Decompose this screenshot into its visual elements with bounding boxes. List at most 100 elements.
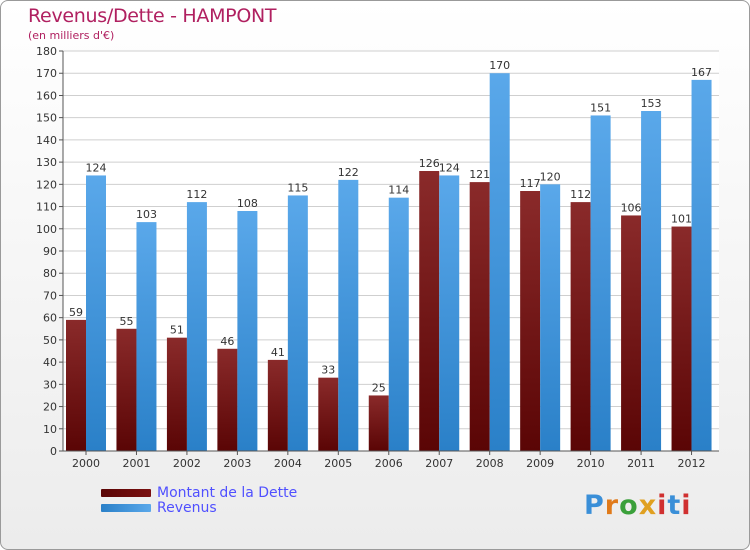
y-tick-label: 120 xyxy=(36,178,57,191)
data-label-revenus: 108 xyxy=(237,197,258,210)
y-tick-label: 30 xyxy=(43,378,57,391)
y-tick-label: 110 xyxy=(36,201,57,214)
data-label-revenus: 124 xyxy=(439,161,460,174)
legend-swatch-revenus xyxy=(101,504,151,512)
y-tick-label: 60 xyxy=(43,312,57,325)
data-label-revenus: 151 xyxy=(590,101,611,114)
x-tick-label: 2002 xyxy=(173,457,201,470)
data-label-dette: 59 xyxy=(69,306,83,319)
bar-dette xyxy=(621,215,642,451)
logo-letter: i xyxy=(681,490,692,521)
bar-revenus xyxy=(439,175,460,451)
data-label-revenus: 103 xyxy=(136,208,157,221)
data-label-dette: 55 xyxy=(119,315,133,328)
y-tick-label: 40 xyxy=(43,356,57,369)
x-tick-label: 2003 xyxy=(223,457,251,470)
y-tick-label: 140 xyxy=(36,134,57,147)
y-tick-label: 100 xyxy=(36,223,57,236)
bar-revenus xyxy=(287,195,308,451)
data-label-dette: 112 xyxy=(570,188,591,201)
data-label-revenus: 120 xyxy=(540,170,561,183)
legend-swatch-dette xyxy=(101,489,151,497)
data-label-dette: 46 xyxy=(220,335,234,348)
x-tick-label: 2009 xyxy=(526,457,554,470)
legend-label-dette: Montant de la Dette xyxy=(157,485,298,501)
bar-dette xyxy=(66,319,86,451)
x-tick-label: 2010 xyxy=(577,457,605,470)
y-tick-label: 130 xyxy=(36,156,57,169)
bar-revenus xyxy=(338,179,359,451)
chart-title: Revenus/Dette - HAMPONT xyxy=(28,5,277,27)
data-label-revenus: 112 xyxy=(186,188,207,201)
bar-revenus xyxy=(590,115,611,451)
bar-revenus xyxy=(489,73,510,451)
data-label-dette: 51 xyxy=(170,324,184,337)
x-tick-label: 2004 xyxy=(274,457,302,470)
proxiti-logo: Proxiti xyxy=(584,490,692,521)
bar-dette xyxy=(671,226,692,451)
logo-letter: i xyxy=(657,490,668,521)
bar-dette xyxy=(419,171,440,451)
bar-revenus xyxy=(691,79,712,451)
logo-letter: t xyxy=(667,490,682,521)
data-label-dette: 33 xyxy=(321,364,335,377)
x-tick-label: 2000 xyxy=(72,457,100,470)
data-label-dette: 106 xyxy=(621,201,642,214)
data-label-revenus: 122 xyxy=(338,166,359,179)
logo-letter: x xyxy=(638,490,658,521)
bar-dette xyxy=(368,395,389,451)
data-label-dette: 41 xyxy=(271,346,285,359)
bar-dette xyxy=(520,191,541,451)
bar-revenus xyxy=(237,211,258,451)
y-tick-label: 70 xyxy=(43,289,57,302)
y-tick-label: 20 xyxy=(43,401,57,414)
bar-dette xyxy=(116,328,137,451)
bar-revenus xyxy=(186,202,207,451)
y-tick-label: 0 xyxy=(50,445,57,458)
logo-letter: o xyxy=(619,490,639,521)
y-tick-label: 50 xyxy=(43,334,57,347)
y-tick-label: 80 xyxy=(43,267,57,280)
x-tick-label: 2005 xyxy=(324,457,352,470)
y-tick-label: 160 xyxy=(36,89,57,102)
data-label-revenus: 170 xyxy=(489,59,510,72)
bar-dette xyxy=(318,377,339,451)
bar-revenus xyxy=(388,197,409,451)
bar-dette xyxy=(267,359,288,451)
bar-revenus xyxy=(540,184,561,452)
data-label-revenus: 167 xyxy=(691,66,712,79)
data-label-revenus: 114 xyxy=(388,184,409,197)
data-label-dette: 25 xyxy=(372,381,386,394)
bar-revenus xyxy=(136,222,157,451)
data-label-dette: 117 xyxy=(520,177,541,190)
data-label-revenus: 153 xyxy=(641,97,662,110)
legend-label-revenus: Revenus xyxy=(157,500,217,516)
bar-revenus xyxy=(641,111,662,451)
y-tick-label: 90 xyxy=(43,245,57,258)
bar-dette xyxy=(469,182,490,451)
bar-dette xyxy=(217,348,238,451)
logo-letter: P xyxy=(584,490,605,521)
logo-letter: r xyxy=(604,490,620,521)
data-label-dette: 126 xyxy=(419,157,440,170)
data-label-dette: 121 xyxy=(469,168,490,181)
x-tick-label: 2007 xyxy=(425,457,453,470)
x-tick-label: 2001 xyxy=(122,457,150,470)
data-label-revenus: 124 xyxy=(86,161,107,174)
bar-revenus xyxy=(86,175,106,451)
x-tick-label: 2012 xyxy=(678,457,706,470)
x-tick-label: 2011 xyxy=(627,457,655,470)
data-label-dette: 101 xyxy=(671,213,692,226)
data-label-revenus: 115 xyxy=(287,181,308,194)
y-tick-label: 180 xyxy=(36,45,57,58)
y-tick-label: 10 xyxy=(43,423,57,436)
x-tick-label: 2006 xyxy=(375,457,403,470)
y-tick-label: 170 xyxy=(36,67,57,80)
bar-dette xyxy=(570,202,591,451)
bar-dette xyxy=(166,337,187,451)
y-tick-label: 150 xyxy=(36,112,57,125)
chart-subtitle: (en milliers d'€) xyxy=(28,29,115,42)
x-tick-label: 2008 xyxy=(476,457,504,470)
